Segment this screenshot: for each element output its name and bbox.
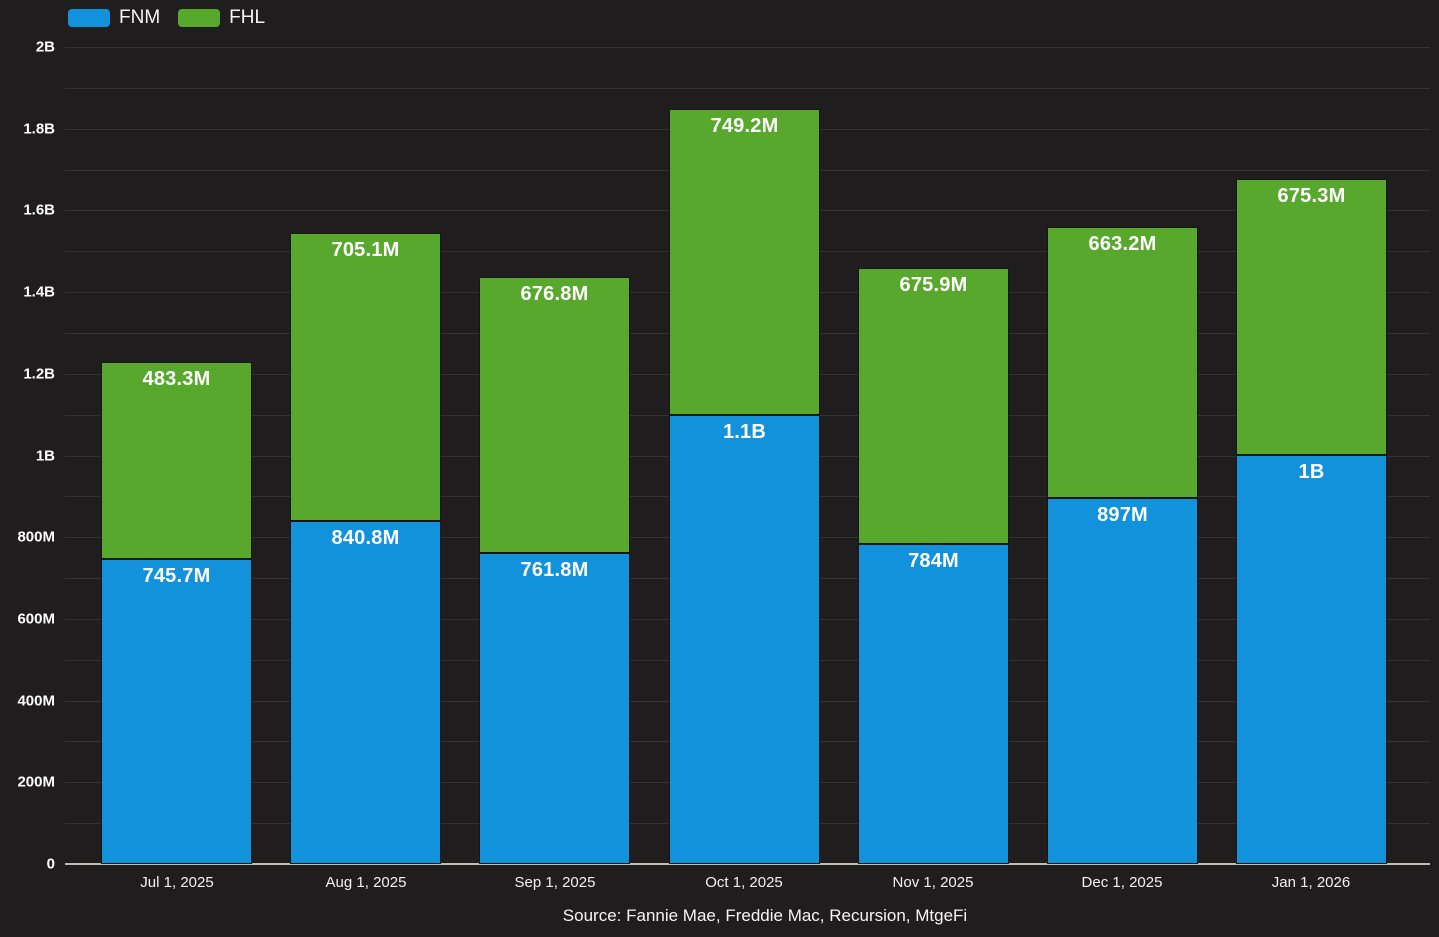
x-tick-label: Dec 1, 2025 bbox=[1081, 874, 1163, 891]
x-tick-label: Nov 1, 2025 bbox=[892, 874, 974, 891]
bar-segment-fnm-3[interactable] bbox=[669, 415, 820, 864]
bar-segment-fnm-2[interactable] bbox=[479, 553, 630, 864]
gridline bbox=[65, 47, 1430, 48]
legend-swatch-fhl bbox=[178, 9, 221, 27]
source-caption: Source: Fannie Mae, Freddie Mac, Recursi… bbox=[562, 906, 968, 925]
bar-segment-fhl-2[interactable] bbox=[479, 277, 630, 553]
y-tick-label: 2B bbox=[35, 38, 55, 56]
y-tick-label: 1.4B bbox=[23, 283, 55, 301]
bar-segment-fhl-4[interactable] bbox=[858, 268, 1009, 544]
bar-segment-fhl-1[interactable] bbox=[290, 233, 441, 521]
bar-segment-fhl-0[interactable] bbox=[101, 362, 252, 559]
x-tick-label: Aug 1, 2025 bbox=[325, 874, 407, 891]
legend-item-fnm[interactable]: FNM bbox=[68, 7, 160, 29]
bar-segment-fhl-6[interactable] bbox=[1236, 179, 1387, 455]
legend-label: FNM bbox=[119, 7, 161, 28]
y-tick-label: 1.2B bbox=[23, 365, 55, 383]
y-tick-label: 1.6B bbox=[23, 201, 55, 219]
y-tick-label: 400M bbox=[17, 692, 55, 710]
y-tick-label: 800M bbox=[17, 528, 55, 546]
x-tick-label: Oct 1, 2025 bbox=[705, 874, 783, 891]
legend-swatch-fnm bbox=[68, 9, 110, 27]
bar-segment-fnm-4[interactable] bbox=[858, 544, 1009, 864]
bar-segment-fhl-5[interactable] bbox=[1047, 227, 1198, 498]
bar-segment-fnm-0[interactable] bbox=[101, 559, 252, 864]
y-tick-label: 1.8B bbox=[23, 120, 55, 138]
y-tick-label: 1B bbox=[35, 447, 55, 465]
gridline bbox=[65, 88, 1430, 89]
legend-label: FHL bbox=[229, 7, 266, 28]
bar-segment-fnm-5[interactable] bbox=[1047, 498, 1198, 864]
y-tick-label: 200M bbox=[17, 773, 55, 791]
y-tick-label: 600M bbox=[17, 610, 55, 628]
x-tick-label: Sep 1, 2025 bbox=[514, 874, 596, 891]
legend: FNM FHL bbox=[68, 7, 265, 29]
bar-segment-fnm-6[interactable] bbox=[1236, 455, 1387, 864]
bar-segment-fnm-1[interactable] bbox=[290, 521, 441, 864]
x-tick-label: Jul 1, 2025 bbox=[140, 874, 214, 891]
x-tick-label: Jan 1, 2026 bbox=[1271, 874, 1351, 891]
y-tick-label: 0 bbox=[46, 855, 55, 873]
x-axis-line bbox=[65, 863, 1430, 865]
bar-segment-fhl-3[interactable] bbox=[669, 109, 820, 415]
legend-item-fhl[interactable]: FHL bbox=[178, 7, 265, 29]
